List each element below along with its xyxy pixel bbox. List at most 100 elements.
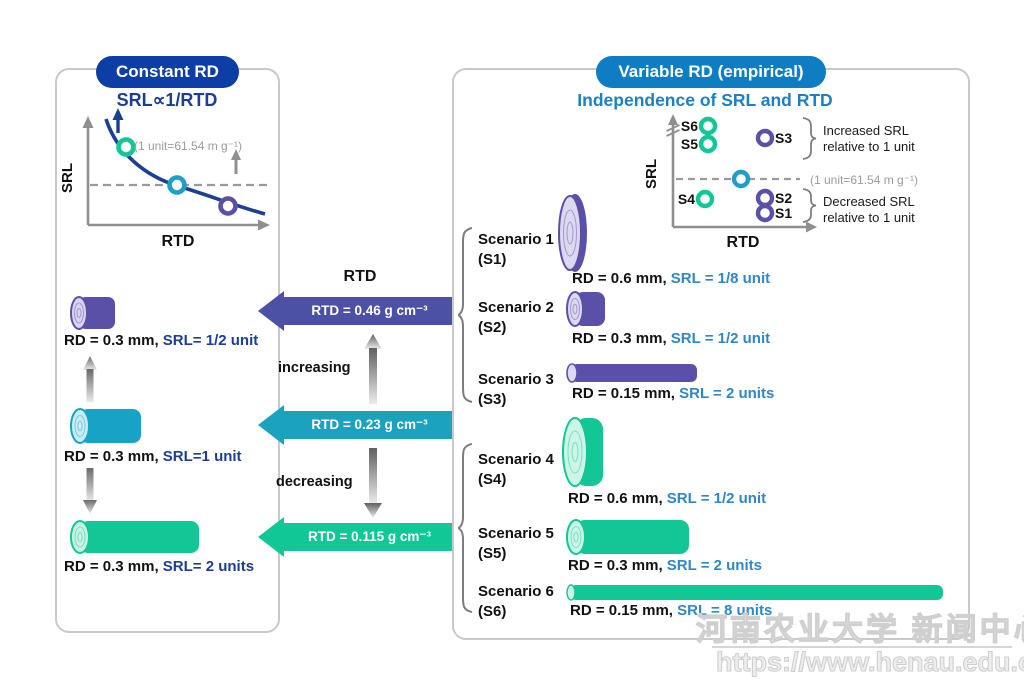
decreased-brace-icon [802,188,817,223]
cylinder-s4 [562,417,603,487]
label-s3: S3 [775,130,792,146]
green-point-marker [116,137,136,157]
scenario-1-label: Scenario 1 (S1) [478,230,554,270]
down-arrow-gray [83,468,97,514]
scenario-1-values: RD = 0.6 mm, SRL = 1/8 unit [572,270,770,287]
scenario-name: Scenario 4 [478,451,554,468]
watermark-underline [712,646,1012,648]
variable-rd-panel [452,68,970,640]
point-s3 [755,128,775,148]
scenario-5-values: RD = 0.3 mm, SRL = 2 units [568,557,762,574]
x-axis-label: RTD [162,233,195,250]
y-axis-label: SRL [643,159,660,189]
rtd-arrow-low: RTD = 0.115 g cm⁻³ [258,515,455,559]
point-one-unit [731,169,751,189]
decreased-srl-line1: Decreased SRL [823,194,915,209]
unit-annotation: (1 unit=61.54 m g⁻¹) [134,139,242,153]
unit-annotation: (1 unit=61.54 m g⁻¹) [810,173,918,187]
srl-rtd-formula: SRL∝1/RTD [116,90,218,110]
scenario-3-label: Scenario 3 (S3) [478,370,554,410]
constant-rd-badge: Constant RD [96,56,239,88]
increasing-label: increasing [278,360,351,376]
scenario-4-values: RD = 0.6 mm, SRL = 1/2 unit [568,490,766,507]
cylinder-teal-left [70,408,141,444]
scenarios-4-6-brace-icon [458,443,473,613]
scenario-code: (S6) [478,603,507,620]
point-s6 [698,116,718,136]
cylinder-s6 [566,584,943,601]
left-item-3-label: RD = 0.3 mm, SRL= 2 units [64,558,254,575]
scenario-6-values: RD = 0.15 mm, SRL = 8 units [570,602,772,619]
watermark-url-text: https://www.henau.edu.cn [715,646,1024,677]
variable-rd-badge: Variable RD (empirical) [596,56,826,88]
rtd-arrow-low-label: RTD = 0.115 g cm⁻³ [307,529,432,544]
srl-value: SRL = 8 units [677,602,773,619]
scenario-code: (S5) [478,545,507,562]
rd-value: RD = 0.3 mm, [568,557,663,574]
y-axis-arrow-icon [82,116,94,128]
decreasing-label: decreasing [276,474,353,490]
scenario-code: (S1) [478,251,507,268]
scenario-code: (S2) [478,319,507,336]
increasing-arrow [364,334,382,404]
rd-value: RD = 0.6 mm, [572,270,667,287]
y-axis-label: SRL [60,163,76,193]
x-axis-arrow-icon [258,219,270,231]
left-arrow-purple-icon [258,291,455,331]
scenario-name: Scenario 3 [478,371,554,388]
inverse-curve [104,118,266,216]
independence-scatter-plot: S6 S5 S3 S4 S2 S1 SRL RTD Increased SRL … [643,114,918,251]
increased-srl-line1: Increased SRL [823,123,909,138]
x-axis-arrow-icon [806,221,817,233]
variable-rd-badge-label: Variable RD (empirical) [618,62,804,81]
decreasing-arrow [364,448,382,518]
rtd-arrow-mid: RTD = 0.23 g cm⁻³ [258,403,455,447]
point-s4 [695,189,715,209]
label-s1: S1 [775,205,792,221]
scenario-5-label: Scenario 5 (S5) [478,524,554,564]
rd-value: RD = 0.15 mm, [570,602,673,619]
scenario-name: Scenario 2 [478,299,554,316]
axis-break-mark [666,129,680,137]
left-item-2-label: RD = 0.3 mm, SRL=1 unit [64,448,242,465]
label-s4: S4 [678,191,695,207]
gray-up-arrow-head-icon [231,149,241,160]
cylinder-s3 [566,363,697,383]
scenario-4-label: Scenario 4 (S4) [478,450,554,490]
label-s6: S6 [681,118,698,134]
left-arrow-green-icon [258,517,455,557]
x-axis-label: RTD [727,234,760,251]
scenario-name: Scenario 1 [478,231,554,248]
rd-value: RD = 0.3 mm, [64,332,159,349]
srl-value: SRL = 1/2 unit [666,490,767,507]
point-s5 [698,134,718,154]
independence-title: Independence of SRL and RTD [577,90,833,110]
up-arrow-gray [83,356,97,402]
rtd-arrow-high: RTD = 0.46 g cm⁻³ [258,289,455,333]
cylinder-purple-left [70,296,115,330]
rtd-column-title: RTD [343,268,377,285]
teal-point-marker [167,175,187,195]
rtd-arrow-mid-label: RTD = 0.23 g cm⁻³ [311,417,428,432]
y-axis-arrow-icon [668,114,678,125]
srl-value: SRL=1 unit [162,448,242,465]
srl-value: SRL= 2 units [162,558,255,575]
cylinder-s2 [566,291,605,327]
point-s2 [755,188,775,208]
rd-value: RD = 0.3 mm, [64,558,159,575]
scenario-6-label: Scenario 6 (S6) [478,582,554,622]
label-s5: S5 [681,136,698,152]
scenario-code: (S4) [478,471,507,488]
decreased-srl-line2: relative to 1 unit [823,210,915,225]
constant-rd-plot: (1 unit=61.54 m g⁻¹) SRL RTD [60,108,270,250]
axis-break-mark [666,124,680,132]
srl-value: SRL = 1/8 unit [670,270,771,287]
label-s2: S2 [775,190,792,206]
scenario-code: (S3) [478,391,507,408]
constant-rd-badge-label: Constant RD [116,62,219,81]
rtd-arrow-high-label: RTD = 0.46 g cm⁻³ [311,303,428,318]
scenario-name: Scenario 6 [478,583,554,600]
left-item-1-label: RD = 0.3 mm, SRL= 1/2 unit [64,332,258,349]
purple-point-marker [218,196,238,216]
